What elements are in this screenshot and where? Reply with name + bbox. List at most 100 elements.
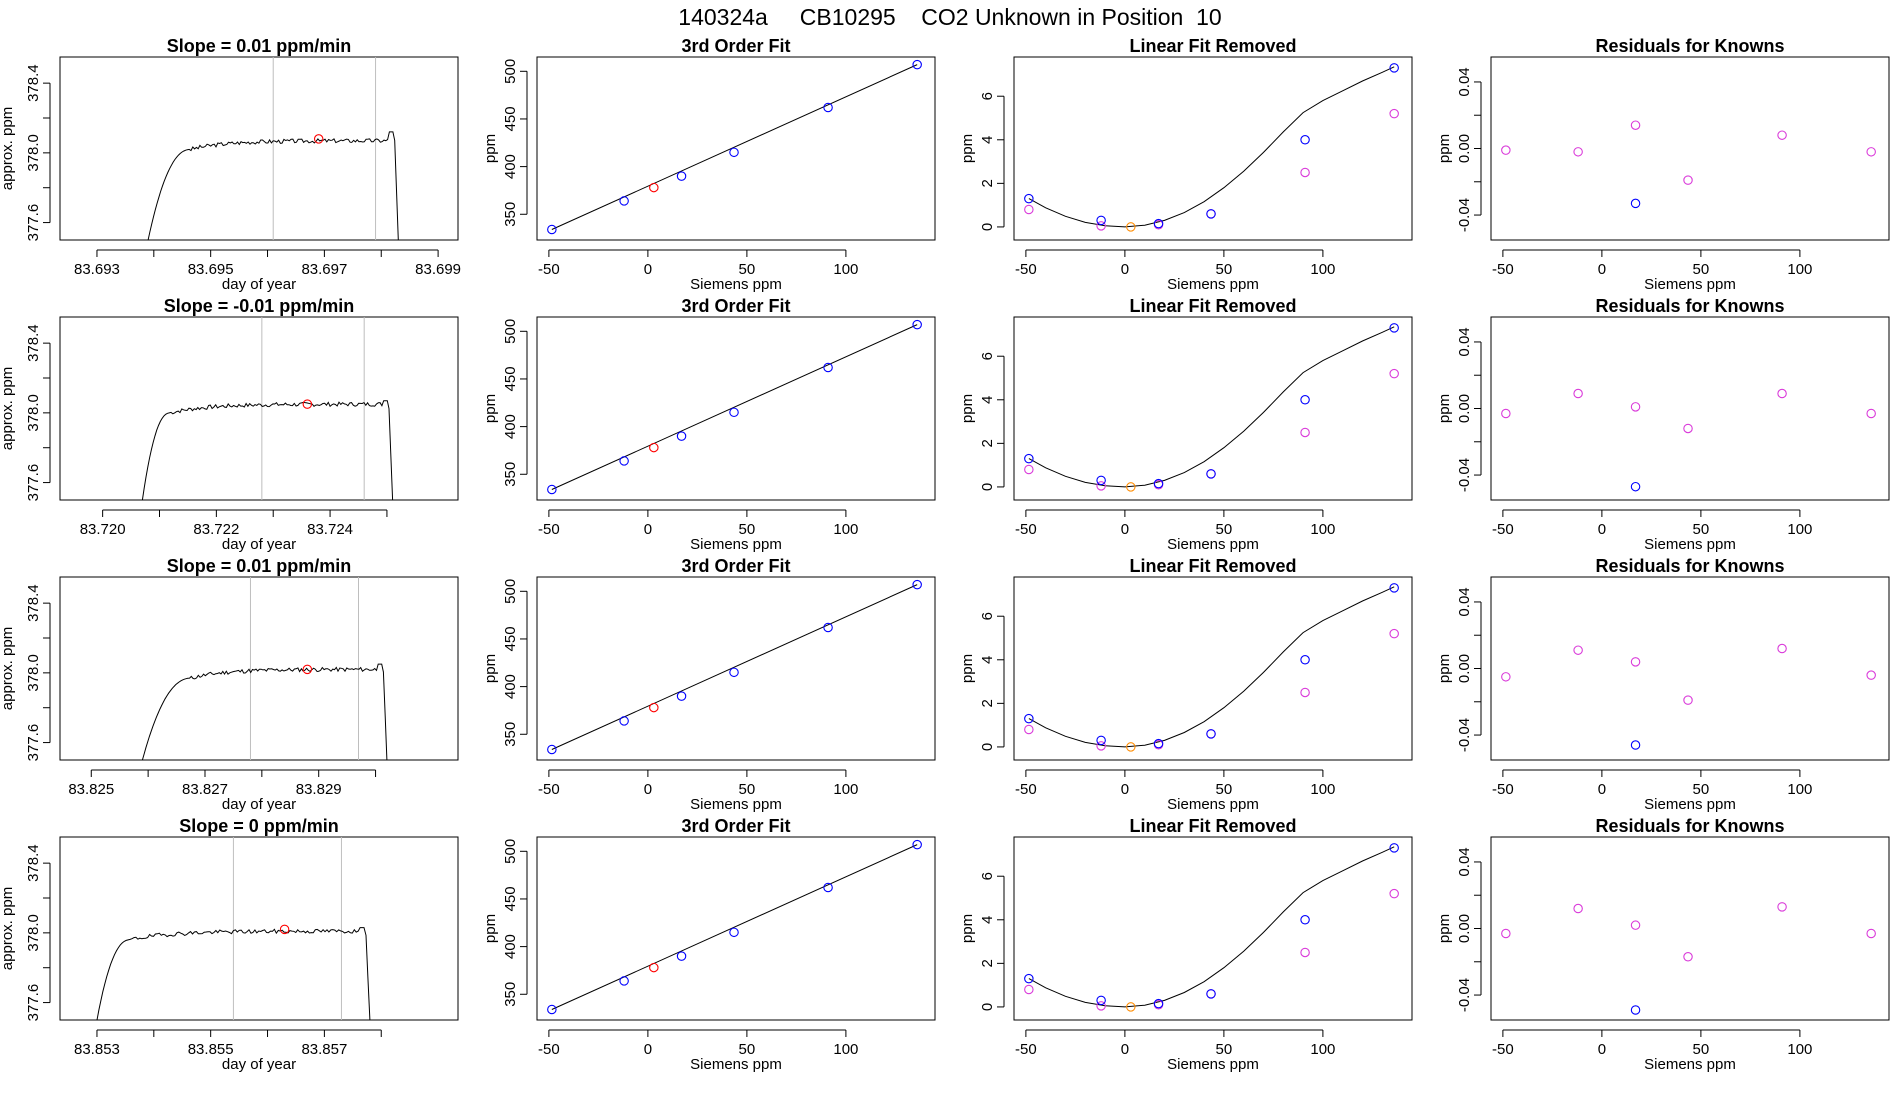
- y-tick-label: 350: [502, 982, 519, 1007]
- y-axis-label: approx. ppm: [0, 367, 16, 450]
- x-tick-label: 100: [1787, 261, 1812, 278]
- y-tick-label: 2: [979, 439, 996, 447]
- known-point: [1206, 729, 1216, 739]
- y-axis-label: ppm: [1436, 654, 1453, 683]
- y-axis-label: ppm: [482, 914, 499, 943]
- y-tick-label: 378.0: [25, 914, 42, 952]
- residual-point: [1501, 928, 1511, 939]
- y-tick-label: 2: [979, 699, 996, 707]
- known-point: [1153, 738, 1164, 749]
- y-axis-label: ppm: [1436, 134, 1453, 163]
- known-point: [547, 484, 557, 495]
- known-point: [1096, 475, 1106, 486]
- x-tick-label: 50: [1216, 521, 1233, 538]
- known-point: [912, 579, 922, 590]
- known-linear-point: [1096, 221, 1106, 231]
- x-tick-label: 100: [1310, 1041, 1335, 1058]
- y-tick-label: -0.04: [1456, 718, 1473, 752]
- x-tick-label: 50: [1693, 1041, 1710, 1058]
- panel-r3-c3: Linear Fit Removed -50 0 50 100 Siemens ppm 0 2…: [959, 556, 1413, 813]
- known-point: [912, 59, 922, 70]
- panel-title: 3rd Order Fit: [681, 556, 790, 576]
- x-tick-label: 50: [739, 261, 756, 278]
- residual-point: [1777, 388, 1787, 399]
- x-axis-label: Siemens ppm: [690, 536, 782, 553]
- x-tick-label: 100: [1310, 261, 1335, 278]
- y-tick-label: -0.04: [1456, 978, 1473, 1012]
- residual-blue-point: [1630, 1005, 1641, 1015]
- panel-title: Linear Fit Removed: [1129, 556, 1296, 576]
- x-tick-label: -50: [1015, 521, 1037, 538]
- panel-title: Residuals for Knowns: [1595, 36, 1784, 56]
- data-layer: [96, 837, 371, 1020]
- y-axis-label: ppm: [959, 654, 976, 683]
- known-point: [676, 431, 687, 441]
- y-tick-label: 4: [979, 916, 996, 924]
- x-tick-label: 100: [1310, 521, 1335, 538]
- x-tick-label: 0: [1121, 521, 1129, 538]
- x-axis-label: day of year: [222, 276, 296, 293]
- panel-r2-c1: Slope = -0.01 ppm/min 83.720 83.722 83.724 d…: [0, 296, 459, 553]
- x-axis-label: Siemens ppm: [690, 276, 782, 293]
- y-tick-label: 400: [502, 674, 519, 699]
- y-axis-label: ppm: [1436, 394, 1453, 423]
- known-point: [1206, 989, 1216, 999]
- known-linear-point: [1024, 984, 1034, 995]
- data-layer: [1024, 843, 1399, 1012]
- x-tick-label: 50: [1216, 261, 1233, 278]
- y-tick-label: 0: [979, 223, 996, 231]
- x-tick-label: 50: [739, 1041, 756, 1058]
- residual-point: [1683, 423, 1693, 434]
- known-point: [547, 224, 557, 235]
- y-tick-label: 378.4: [25, 584, 42, 622]
- y-tick-label: 4: [979, 656, 996, 664]
- y-tick-label: 350: [502, 462, 519, 487]
- data-layer: [1501, 643, 1876, 750]
- known-point: [1024, 973, 1034, 984]
- page-title: 140324a CB10295 CO2 Unknown in Position …: [678, 4, 1222, 30]
- known-point: [823, 622, 833, 633]
- panel-r4-c2: 3rd Order Fit -50 0 50 100 Siemens ppm 350 400 4…: [482, 816, 936, 1073]
- residual-point: [1630, 120, 1641, 130]
- plot-frame: [1490, 56, 1890, 241]
- concentration-trace: [147, 131, 399, 240]
- panel-r1-c2: 3rd Order Fit -50 0 50 100 Siemens ppm 350 400 4…: [482, 36, 936, 293]
- known-point: [619, 196, 629, 206]
- data-layer: [1501, 120, 1876, 209]
- x-tick-label: -50: [1492, 521, 1514, 538]
- x-tick-label: 100: [833, 781, 858, 798]
- x-tick-label: 83.855: [188, 1041, 234, 1058]
- y-axis-label: ppm: [482, 654, 499, 683]
- plot-frame: [1013, 836, 1413, 1021]
- concentration-trace: [96, 927, 371, 1020]
- x-axis-label: day of year: [222, 796, 296, 813]
- residual-blue-point: [1630, 481, 1641, 492]
- known-point: [1024, 453, 1034, 464]
- x-tick-label: 100: [1787, 521, 1812, 538]
- residual-point: [1866, 147, 1876, 157]
- panel-title: Slope = 0.01 ppm/min: [167, 36, 352, 56]
- known-point: [729, 927, 739, 938]
- plot-frame: [1013, 316, 1413, 501]
- panel-title: Slope = 0 ppm/min: [179, 816, 339, 836]
- fit-curve: [1028, 66, 1395, 228]
- panel-title: Residuals for Knowns: [1595, 296, 1784, 316]
- known-point: [676, 171, 687, 181]
- y-axis-label: ppm: [959, 394, 976, 423]
- residual-blue-point: [1630, 198, 1641, 209]
- x-tick-label: 0: [1598, 781, 1606, 798]
- known-point: [1096, 735, 1106, 746]
- y-tick-label: 450: [502, 626, 519, 651]
- fit-curve: [1028, 846, 1395, 1008]
- panel-r2-c3: Linear Fit Removed -50 0 50 100 Siemens ppm 0 2…: [959, 296, 1413, 553]
- fit-line: [551, 584, 918, 750]
- panel-r2-c4: Residuals for Knowns -50 0 50 100 Siemens ppm…: [1436, 296, 1890, 553]
- known-point: [823, 882, 833, 893]
- unknown-point: [1126, 742, 1136, 752]
- known-linear-point: [1096, 741, 1106, 751]
- residual-point: [1501, 145, 1511, 155]
- y-axis-label: approx. ppm: [0, 887, 16, 970]
- known-point: [547, 744, 557, 755]
- panel-title: 3rd Order Fit: [681, 816, 790, 836]
- known-linear-point: [1300, 427, 1310, 438]
